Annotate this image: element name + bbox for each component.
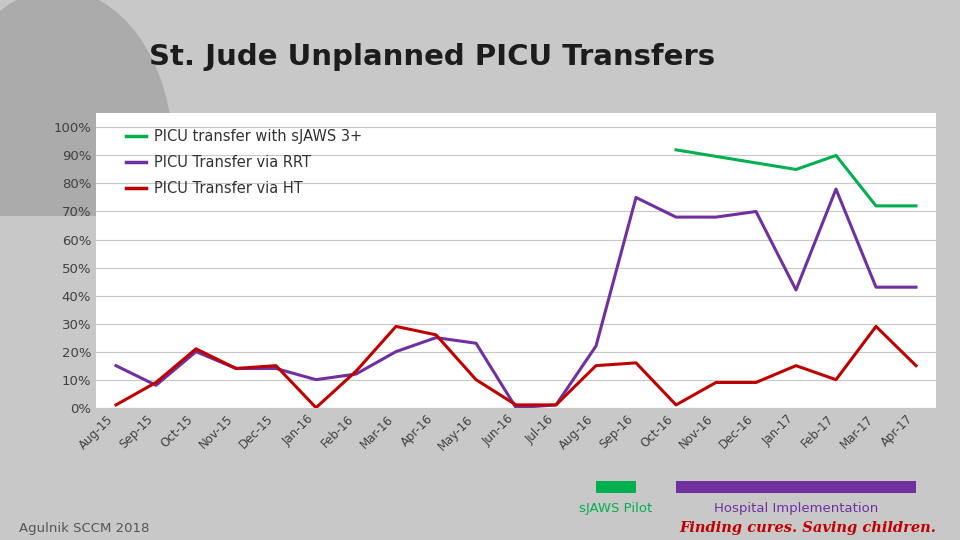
Legend: PICU transfer with sJAWS 3+, PICU Transfer via RRT, PICU Transfer via HT: PICU transfer with sJAWS 3+, PICU Transf… xyxy=(120,124,368,202)
Text: St. Jude Unplanned PICU Transfers: St. Jude Unplanned PICU Transfers xyxy=(149,43,715,71)
Text: sJAWS Pilot: sJAWS Pilot xyxy=(580,502,653,515)
Ellipse shape xyxy=(0,0,173,313)
Text: Agulnik SCCM 2018: Agulnik SCCM 2018 xyxy=(19,522,150,535)
Text: Hospital Implementation: Hospital Implementation xyxy=(714,502,878,515)
Text: Finding cures. Saving children.: Finding cures. Saving children. xyxy=(679,521,936,535)
